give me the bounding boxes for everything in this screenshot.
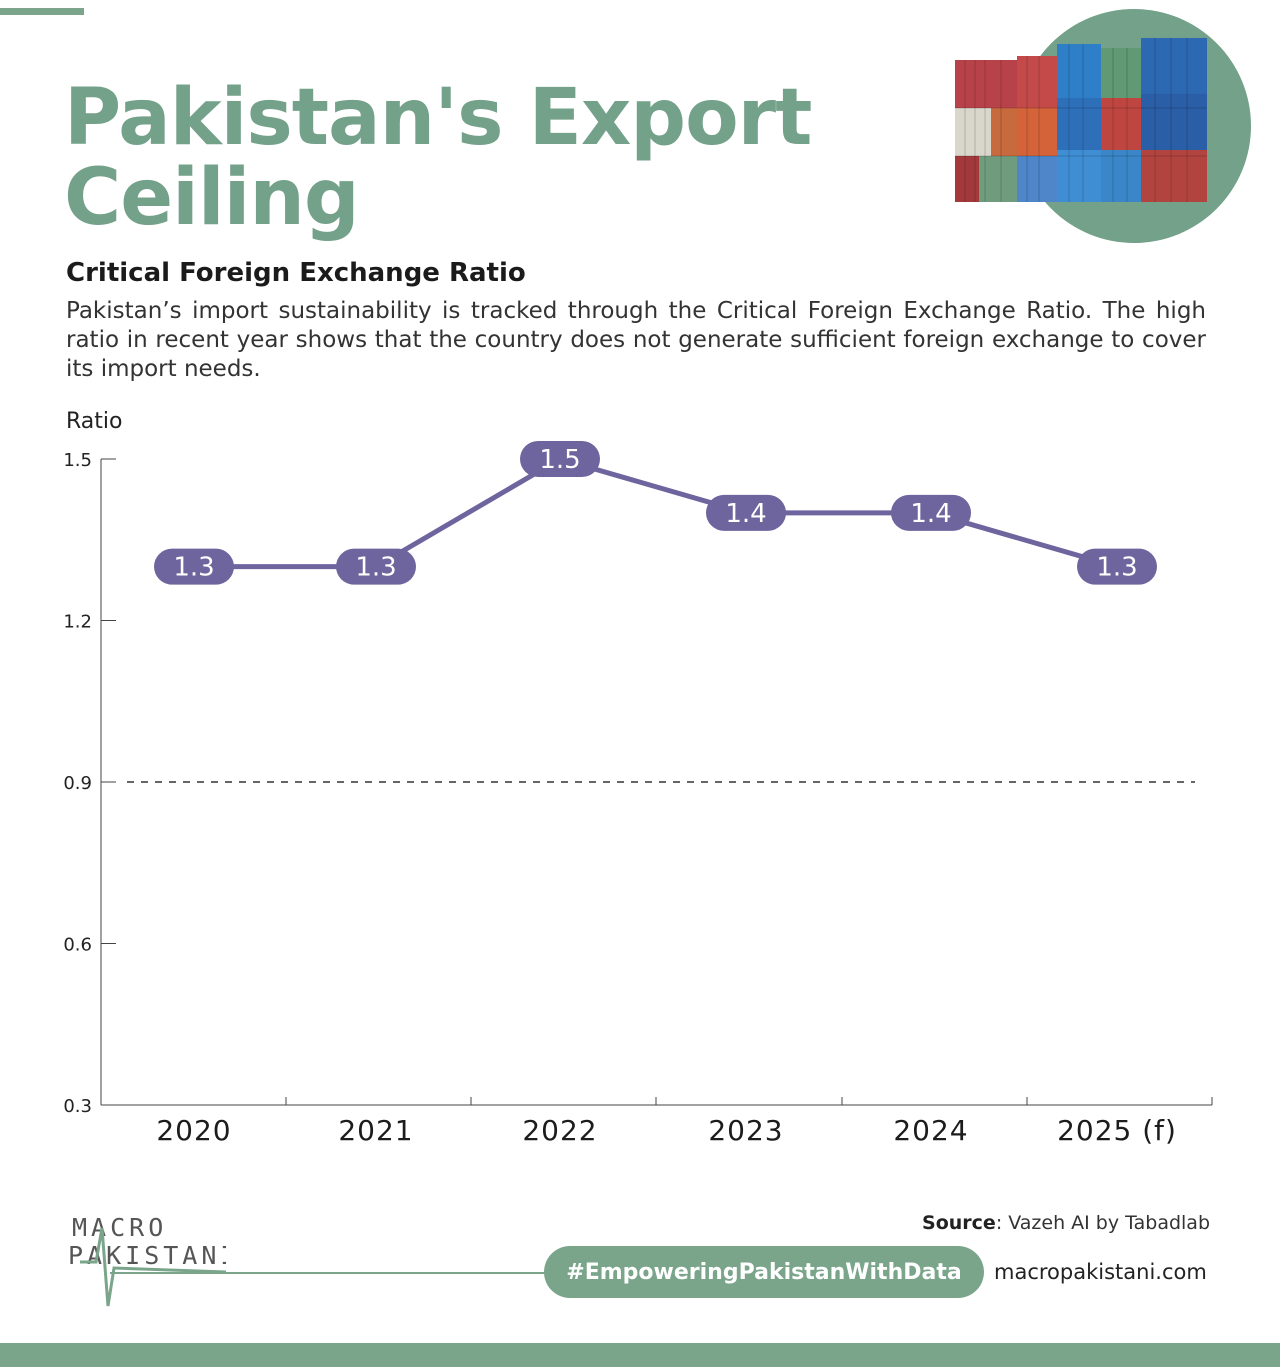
website-link[interactable]: macropakistani.com <box>994 1260 1207 1284</box>
source-text: : Vazeh AI by Tabadlab <box>995 1212 1210 1234</box>
top-accent-bar <box>0 8 84 15</box>
data-label: 1.5 <box>539 445 580 475</box>
x-tick-label: 2020 <box>156 1114 231 1147</box>
y-tick-label: 0.6 <box>63 935 92 956</box>
hashtag-badge: #EmpoweringPakistanWithData <box>544 1246 984 1298</box>
y-tick-label: 1.2 <box>63 612 92 633</box>
pulse-line-icon <box>80 1227 227 1307</box>
data-point-badge <box>891 494 971 531</box>
bottom-accent-bar <box>0 1343 1280 1367</box>
data-label: 1.3 <box>355 553 396 583</box>
data-point-badge <box>336 548 416 585</box>
shipping-containers-icon <box>945 8 1255 248</box>
x-tick-label: 2023 <box>708 1114 783 1147</box>
line-chart: Ratio 1.5 1.2 0.9 0.6 0.3 2020 2021 2022 2023 2024… <box>0 400 1280 1160</box>
y-tick-label: 0.9 <box>63 773 92 794</box>
data-point-badge <box>154 548 234 585</box>
data-label: 1.3 <box>173 553 214 583</box>
footer-divider <box>110 1272 550 1274</box>
x-tick-label: 2025 (f) <box>1057 1114 1177 1147</box>
data-label: 1.3 <box>1096 553 1137 583</box>
data-point-badge <box>520 441 600 477</box>
logo-top-text: MACRO <box>72 1213 167 1242</box>
chart-subtitle: Critical Foreign Exchange Ratio <box>66 258 526 288</box>
y-tick-label: 0.3 <box>63 1096 92 1117</box>
x-tick-label: 2024 <box>893 1114 968 1147</box>
source-note: Source: Vazeh AI by Tabadlab <box>922 1212 1210 1234</box>
x-tick-label: 2021 <box>338 1114 413 1147</box>
page-title: Pakistan's Export Ceiling <box>64 73 812 243</box>
y-tick-label: 1.5 <box>63 450 92 471</box>
chart-description: Pakistan’s import sustainability is trac… <box>66 298 1206 382</box>
y-axis-label: Ratio <box>66 409 122 434</box>
macro-pakistani-logo: MACRO PAKISTANI <box>66 1210 235 1310</box>
source-label: Source <box>922 1212 996 1234</box>
data-point-badge <box>1077 548 1157 585</box>
data-label: 1.4 <box>910 499 951 529</box>
series-line <box>194 456 1118 570</box>
x-tick-label: 2022 <box>522 1114 597 1147</box>
data-label: 1.4 <box>725 499 766 529</box>
data-point-badge <box>706 494 786 531</box>
logo-bottom-text: PAKISTANI <box>68 1241 226 1270</box>
